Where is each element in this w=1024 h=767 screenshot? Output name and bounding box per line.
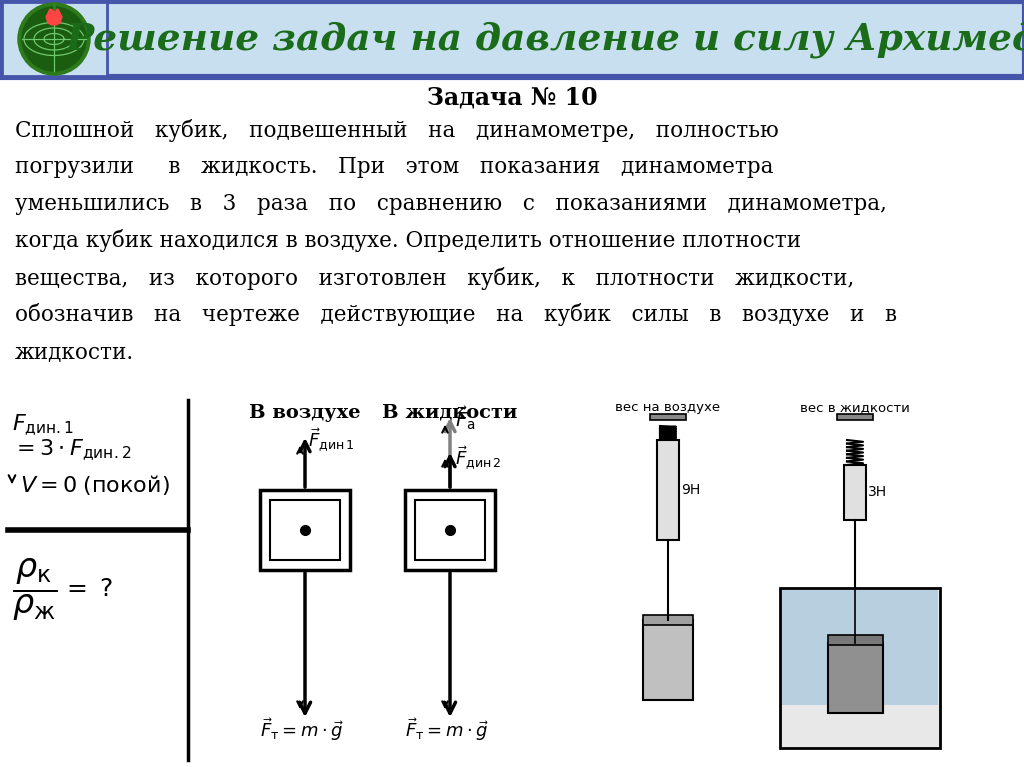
Text: 3H: 3H	[868, 486, 887, 499]
Text: обозначив   на   чертеже   действующие   на   кубик   силы   в   воздухе   и   в: обозначив на чертеже действующие на куби…	[15, 304, 897, 327]
Bar	[780, 588, 940, 748]
Bar	[270, 500, 340, 560]
Text: когда кубик находился в воздухе. Определить отношение плотности: когда кубик находился в воздухе. Определ…	[15, 229, 801, 252]
Circle shape	[22, 7, 86, 71]
Text: вес на воздухе: вес на воздухе	[615, 401, 721, 414]
Text: $F_{\rm дин.1}$: $F_{\rm дин.1}$	[12, 413, 74, 437]
Text: $\vec{F}_{\rm a}$: $\vec{F}_{\rm a}$	[455, 404, 475, 432]
Text: жидкости.: жидкости.	[15, 341, 134, 363]
Text: погрузили     в   жидкость.   При   этом   показания   динамометра: погрузили в жидкость. При этом показания…	[15, 156, 773, 178]
Text: $\vec{F}_{\rm дин\,2}$: $\vec{F}_{\rm дин\,2}$	[455, 444, 502, 472]
Bar	[844, 465, 866, 520]
Bar	[827, 644, 883, 713]
Bar	[415, 500, 485, 560]
Text: вещества,   из   которого   изготовлен   кубик,   к   плотности   жидкости,: вещества, из которого изготовлен кубик, …	[15, 266, 854, 289]
Text: $= \;?$: $= \;?$	[62, 578, 113, 601]
Text: $\vec{F}_{\rm дин\,1}$: $\vec{F}_{\rm дин\,1}$	[308, 426, 354, 454]
Bar	[643, 615, 693, 625]
Bar	[643, 620, 693, 700]
Text: $\dfrac{\rho_{\rm к}}{\rho_{\rm ж}}$: $\dfrac{\rho_{\rm к}}{\rho_{\rm ж}}$	[12, 557, 57, 624]
Text: В жидкости: В жидкости	[382, 404, 518, 422]
Text: Задача № 10: Задача № 10	[427, 86, 597, 110]
Bar	[2, 2, 106, 76]
Text: В воздухе: В воздухе	[249, 404, 360, 422]
Text: $V = 0\;(\rm покой)$: $V = 0\;(\rm покой)$	[20, 473, 170, 497]
Text: $= 3 \cdot F_{\rm дин.2}$: $= 3 \cdot F_{\rm дин.2}$	[12, 437, 131, 463]
Bar	[406, 490, 495, 570]
Text: $\vec{F}_{\rm т} = m \cdot \vec{g}$: $\vec{F}_{\rm т} = m \cdot \vec{g}$	[406, 716, 488, 743]
Circle shape	[18, 3, 90, 75]
Text: Решение задач на давление и силу Архимеда: Решение задач на давление и силу Архимед…	[67, 21, 1024, 58]
Bar	[0, 0, 1024, 78]
Bar	[782, 590, 938, 705]
Bar	[650, 414, 686, 420]
Text: $\vec{F}_{\rm т} = m \cdot \vec{g}$: $\vec{F}_{\rm т} = m \cdot \vec{g}$	[260, 716, 344, 743]
Bar	[657, 440, 679, 540]
Polygon shape	[46, 9, 62, 25]
Text: вес в жидкости: вес в жидкости	[800, 401, 910, 414]
Bar	[260, 490, 350, 570]
Bar	[827, 635, 883, 645]
Text: Сплошной   кубик,   подвешенный   на   динамометре,   полностью: Сплошной кубик, подвешенный на динамомет…	[15, 118, 778, 141]
Bar	[837, 414, 873, 420]
Text: уменьшились   в   3   раза   по   сравнению   с   показаниями   динамометра,: уменьшились в 3 раза по сравнению с пока…	[15, 193, 887, 215]
Text: 9H: 9H	[681, 483, 700, 497]
